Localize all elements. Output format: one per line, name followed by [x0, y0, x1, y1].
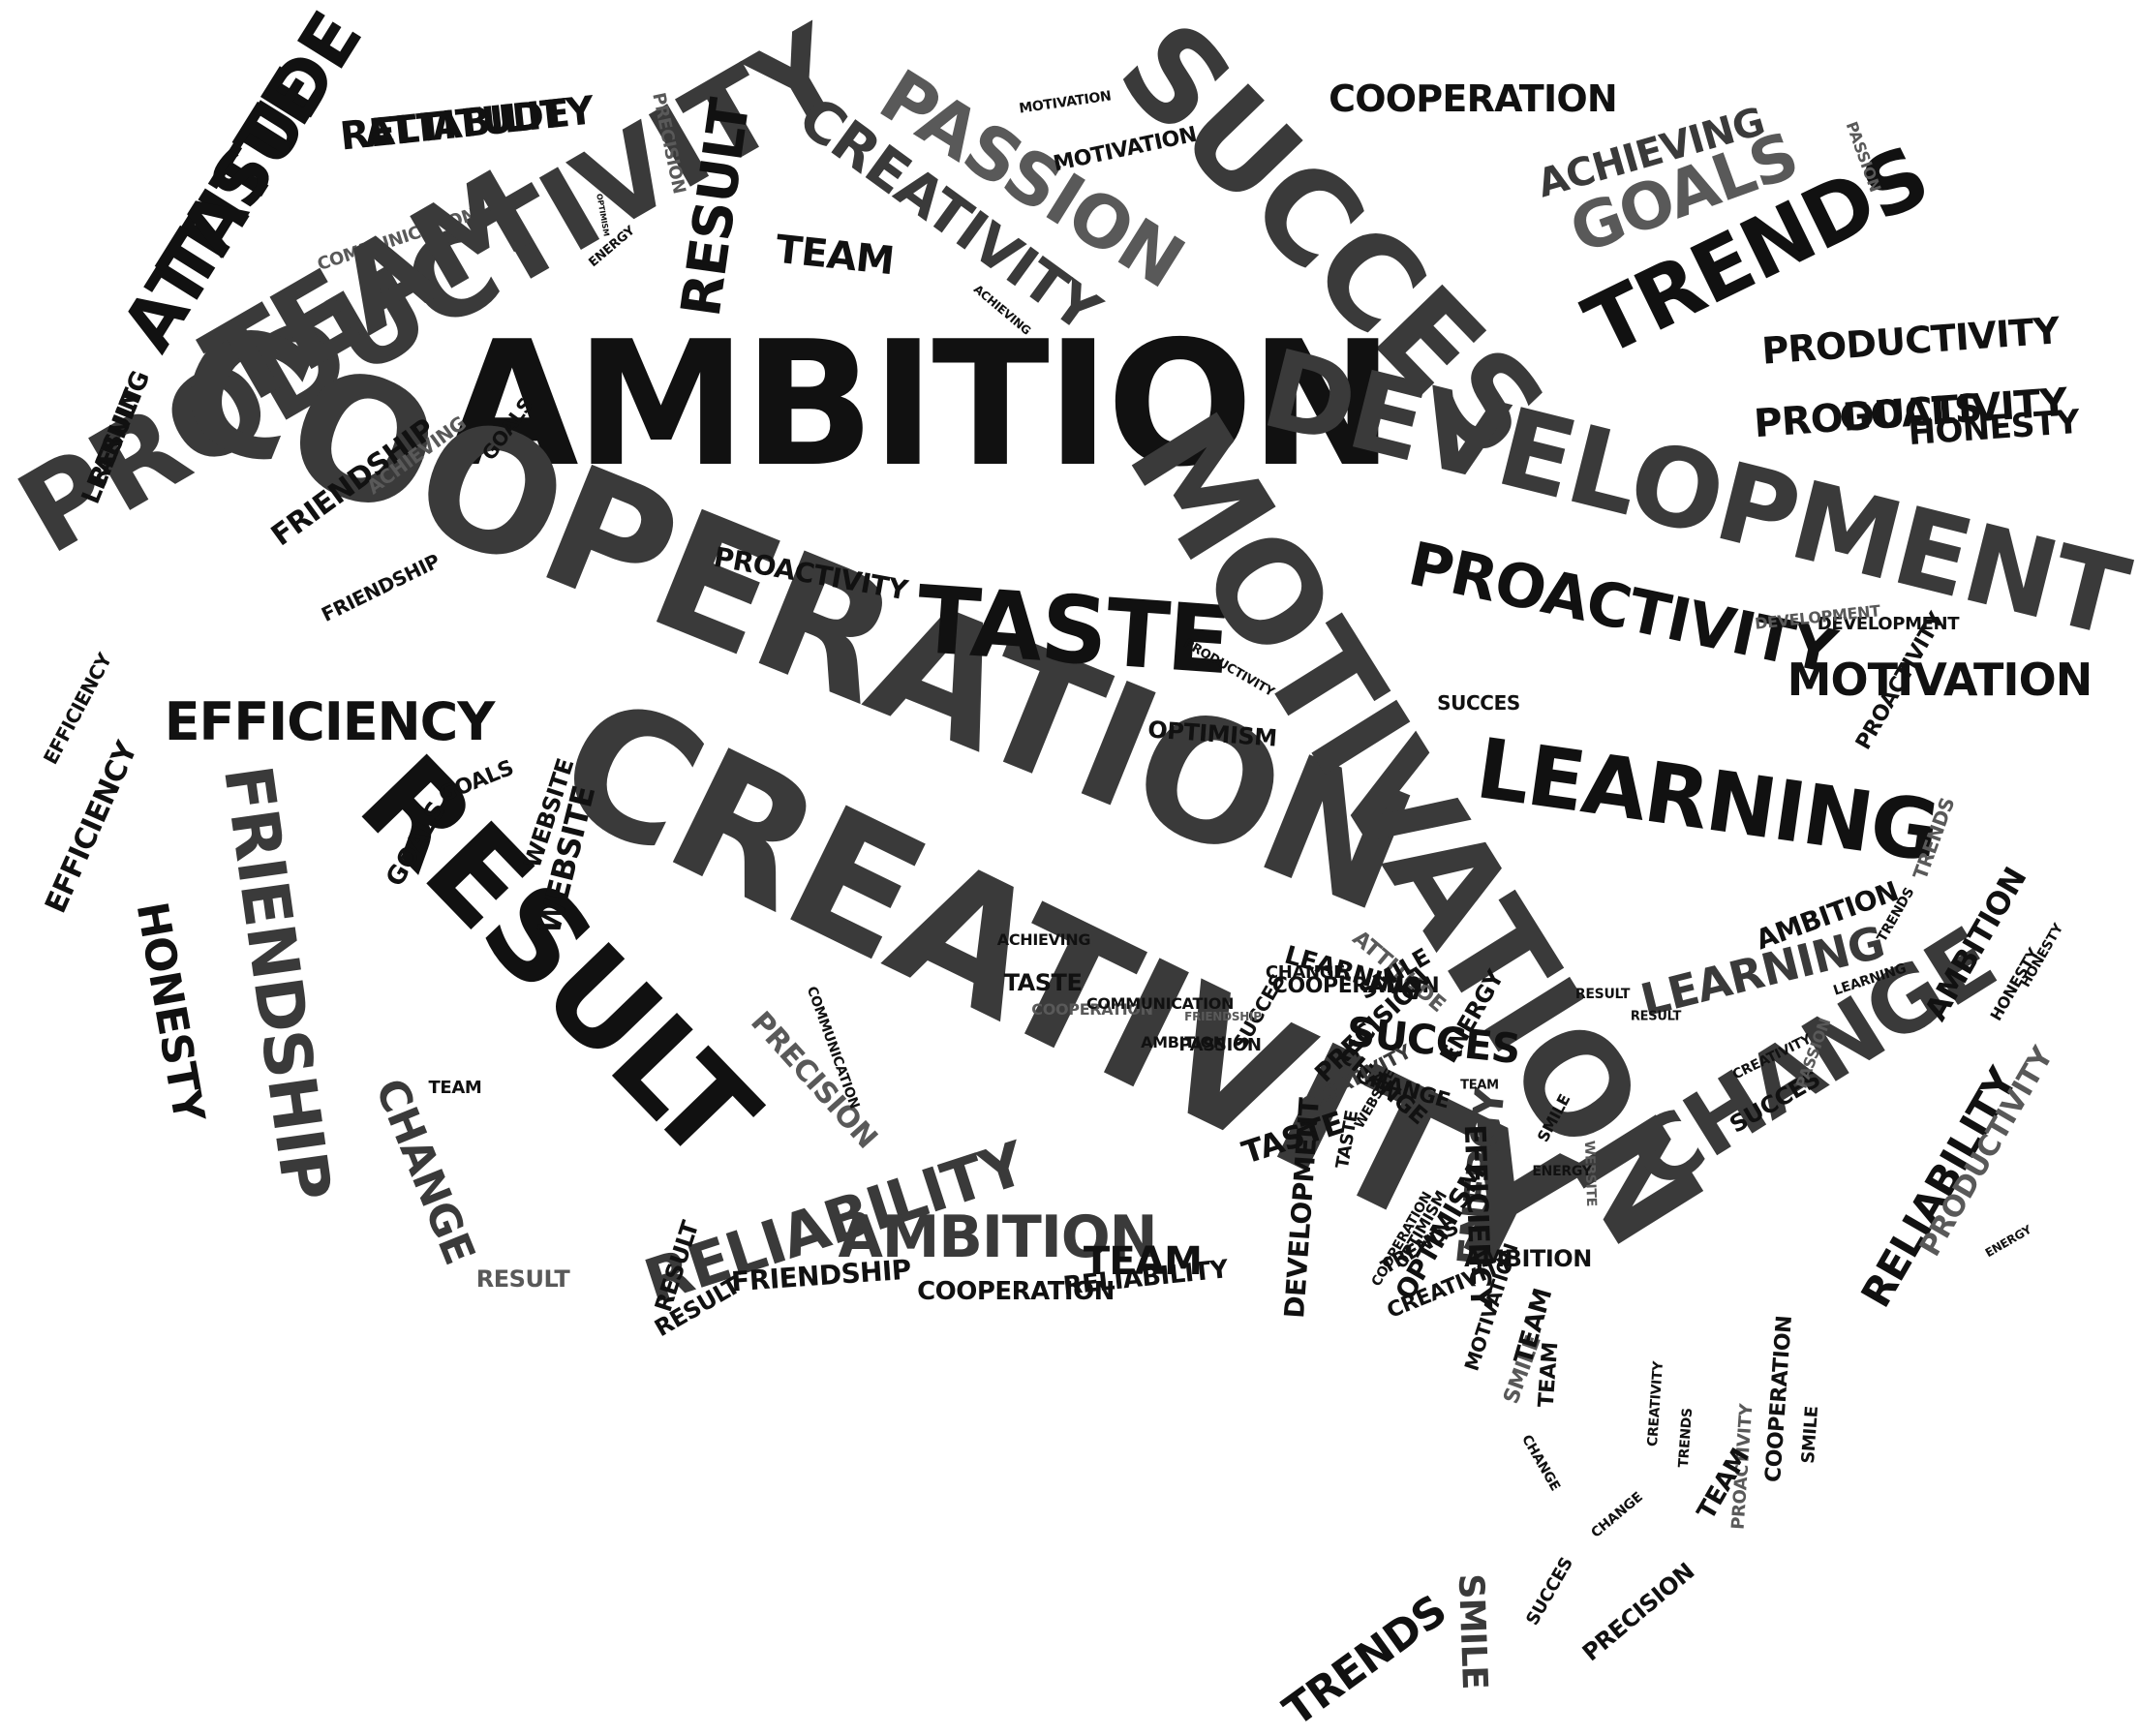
word-efficiency: EFFICIENCY — [38, 649, 117, 769]
word-precision: PRECISION — [1576, 1557, 1700, 1667]
word-smile: SMILE — [1797, 1405, 1823, 1465]
word-change: CHANGE — [1265, 962, 1346, 983]
word-energy: ENERGY — [1982, 1222, 2034, 1261]
word-cooperation: COOPERATION — [1271, 974, 1440, 998]
word-ambition: AMBITION — [1464, 1245, 1592, 1272]
word-result: RESULT — [475, 1265, 570, 1293]
word-result: RESULT — [1574, 987, 1631, 1002]
word-cooperation: COOPERATION — [1031, 1000, 1153, 1019]
word-team: TEAM — [1083, 1239, 1203, 1284]
word-taste: TASTE — [1003, 969, 1083, 996]
word-passion: PASSION — [1178, 1035, 1262, 1055]
word-team: TEAM — [1460, 1078, 1499, 1093]
word-cooperation: COOPERATION — [1329, 77, 1618, 120]
word-development: DEVELOPMENT — [1817, 614, 1960, 634]
word-efficiency: EFFICIENCY — [164, 691, 496, 752]
word-friendship: FRIENDSHIP — [207, 760, 346, 1204]
word-cooperation: COOPERATION — [1761, 1315, 1797, 1483]
word-change: CHANGE — [365, 1072, 484, 1271]
word-achieving: ACHIEVING — [996, 930, 1091, 949]
word-team: TEAM — [773, 227, 897, 285]
word-energy: ENERGY — [1532, 1164, 1592, 1179]
word-cooperation: COOPERATION — [917, 1277, 1115, 1306]
word-communication: COMMUNICATION — [1085, 994, 1235, 1013]
word-ambition: AMBITION — [838, 1203, 1157, 1271]
word-friendship: FRIENDSHIP — [1184, 1010, 1262, 1023]
word-result: RESULT — [1630, 1009, 1682, 1024]
word-goals: GOALS — [1838, 385, 1983, 442]
word-change: CHANGE — [1518, 1432, 1563, 1494]
word-ambition: AMBITION — [444, 304, 1394, 504]
word-team: TEAM — [1534, 1341, 1564, 1409]
word-honesty: HONESTY — [126, 898, 214, 1125]
word-succes: SUCCES — [1522, 1554, 1577, 1629]
word-ambition: AMBITION — [1141, 1033, 1226, 1051]
word-team: TEAM — [428, 1078, 482, 1098]
word-succes: SUCCES — [1437, 691, 1520, 715]
word-smile: SMILE — [1450, 1572, 1495, 1690]
word-motivation: MOTIVATION — [1787, 654, 2093, 706]
word-productivity: PRODUCTIVITY — [1760, 309, 2061, 373]
word-creativity: CREATIVITY — [1644, 1360, 1667, 1447]
word-trends: TRENDS — [1274, 1586, 1456, 1736]
word-motivation: MOTIVATION — [1018, 88, 1113, 117]
word-change: CHANGE — [1588, 1489, 1646, 1541]
word-trends: TRENDS — [1675, 1407, 1696, 1469]
word-friendship: FRIENDSHIP — [318, 549, 443, 626]
